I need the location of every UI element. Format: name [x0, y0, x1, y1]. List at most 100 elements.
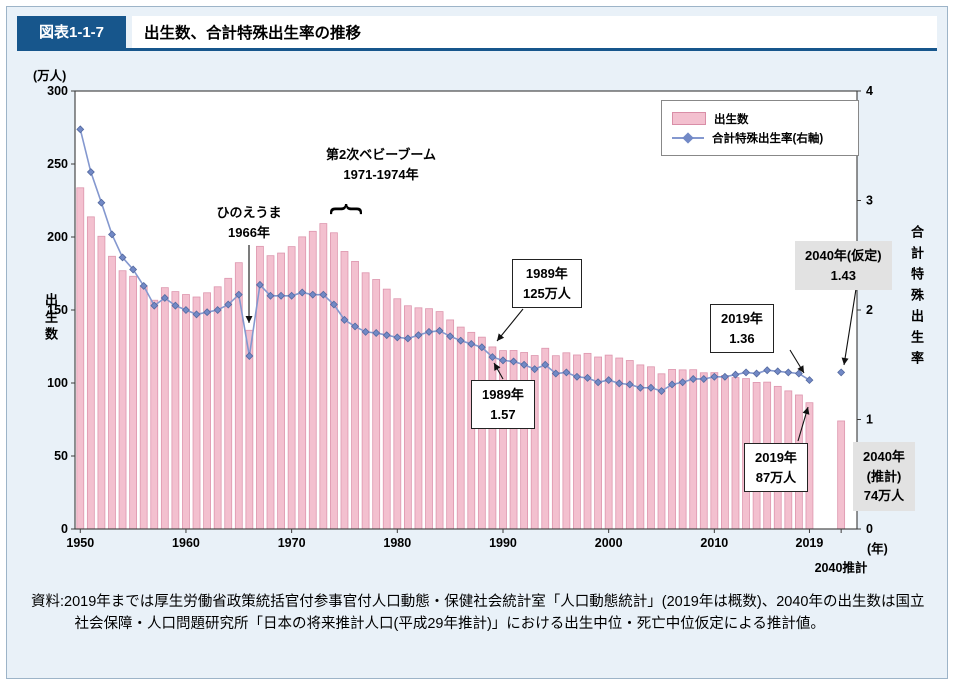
diamond-1965 [234, 290, 243, 299]
bar-1964 [224, 277, 233, 530]
right-axis-title: 合計特殊出生率 [909, 225, 924, 372]
diamond-2011 [720, 372, 729, 381]
diamond-2003 [636, 383, 645, 392]
diamond-2016 [773, 367, 782, 376]
svg-text:1990: 1990 [489, 536, 517, 550]
bar-1970 [287, 246, 296, 530]
births-legend-label: 出生数 [714, 113, 749, 126]
figure-header: 図表1-1-7 出生数、合計特殊出生率の推移 [17, 16, 937, 51]
source-note: 資料:2019年までは厚生労働省政策統括官付参事官付人口動態・保健社会統計室「人… [31, 594, 925, 633]
bar-1973 [319, 223, 328, 530]
bar-1997 [573, 354, 581, 530]
diamond-1973 [319, 290, 328, 299]
annotation-baby-boom: 第2次ベビーブーム 1971-1974年 [325, 147, 437, 182]
bar-1984 [435, 311, 444, 530]
diamond-2002 [625, 380, 634, 389]
diamond-2013 [742, 368, 751, 377]
babyboom-range-brace: { [329, 203, 367, 214]
annotation-tfr-2019: 2019年 1.36 [710, 304, 774, 353]
annotation-tfr-1989: 1989年 1.57 [471, 380, 535, 429]
diamond-1993 [530, 365, 539, 374]
diamond-1998 [583, 373, 592, 382]
bar-1988 [477, 336, 486, 530]
diamond-1954 [118, 253, 127, 262]
diamond-1981 [403, 334, 412, 343]
bar-1961 [192, 296, 201, 530]
svg-text:2010: 2010 [700, 536, 728, 550]
diamond-1958 [160, 293, 169, 302]
annotation-tfr-2040: 2040年(仮定) 1.43 [795, 241, 892, 290]
bar-1983 [425, 308, 433, 530]
bar-1978 [372, 279, 381, 530]
diamond-2004 [646, 383, 655, 392]
diamond-1990 [499, 356, 507, 365]
svg-text:50: 50 [54, 449, 68, 463]
bar-1989 [488, 346, 497, 530]
diamond-1999 [594, 378, 603, 387]
diamond-1986 [456, 336, 465, 345]
diamond-marker-icon [682, 131, 694, 144]
bar-1996 [562, 352, 571, 530]
legend-row-tfr: 合計特殊出生率(右軸) [672, 128, 848, 147]
bar-1974 [330, 232, 338, 530]
diamond-1969 [277, 291, 286, 300]
bar-1965 [234, 262, 243, 530]
diamond-2005 [657, 387, 666, 395]
diamond-1956 [139, 281, 148, 290]
diamond-1991 [509, 357, 518, 366]
bar-1954 [118, 270, 127, 530]
diamond-2014 [752, 369, 761, 378]
bar-1955 [129, 275, 138, 530]
annotation-hinoeuma: ひのえうま 1966年 [216, 205, 282, 240]
bar-1987 [467, 331, 476, 530]
bar-1991 [509, 350, 518, 530]
tfr-line [79, 129, 810, 392]
chart-area: 0 50 100 150 200 250 300 0 1 2 3 4 1950 1960 1970 1980 1… [11, 57, 947, 577]
bar-1956 [139, 285, 148, 530]
bar-2040 [837, 420, 846, 530]
diamond-1982 [414, 331, 423, 340]
bar-1971 [298, 236, 307, 530]
diamond-1955 [129, 265, 138, 274]
axes: 0 50 100 150 200 250 300 0 1 2 3 4 1950 1960 1970 1980 1… [47, 84, 873, 550]
diamond-1971 [298, 288, 307, 297]
bar-2009 [699, 372, 708, 530]
bar-2008 [689, 369, 698, 530]
arrow-births-2019 [797, 406, 810, 442]
bar-1994 [541, 347, 550, 530]
diamond-1976 [351, 322, 360, 331]
diamond-2012 [731, 370, 740, 379]
svg-text:0: 0 [866, 522, 873, 536]
annotation-births-1989: 1989年 125万人 [512, 259, 582, 308]
diamond-1970 [287, 291, 296, 300]
legend-row-births: 出生数 [672, 109, 848, 128]
diamond-1978 [372, 329, 381, 337]
diamond-1987 [467, 339, 476, 348]
bar-1960 [182, 294, 190, 530]
diamond-1953 [108, 230, 116, 239]
bar-1979 [382, 288, 391, 530]
figure-panel: 図表1-1-7 出生数、合計特殊出生率の推移 0 50 100 150 200 250 30… [6, 6, 948, 679]
diamond-1952 [97, 198, 106, 207]
diamond-2018 [794, 369, 803, 378]
bar-1990 [499, 350, 507, 530]
bar-2011 [721, 375, 729, 530]
diamond-1983 [425, 327, 433, 336]
bar-1959 [171, 291, 180, 530]
diamond-1960 [181, 306, 190, 314]
svg-text:1950: 1950 [66, 536, 94, 550]
chart-legend: 出生数 合計特殊出生率(右軸) [661, 100, 859, 156]
diamond-1963 [213, 306, 222, 314]
bar-1986 [456, 326, 465, 530]
arrow-births-1989 [496, 308, 524, 342]
svg-text:300: 300 [47, 84, 68, 98]
svg-text:250: 250 [47, 157, 68, 171]
diamond-1988 [477, 343, 486, 352]
diamond-1962 [203, 308, 212, 317]
bar-1992 [520, 352, 529, 530]
annotation-births-2040: 2040年 (推計) 74万人 [853, 442, 915, 511]
bar-1962 [203, 292, 211, 530]
svg-text:1980: 1980 [383, 536, 411, 550]
left-axis-unit: (万人) [33, 69, 67, 83]
diamond-1961 [192, 310, 201, 319]
